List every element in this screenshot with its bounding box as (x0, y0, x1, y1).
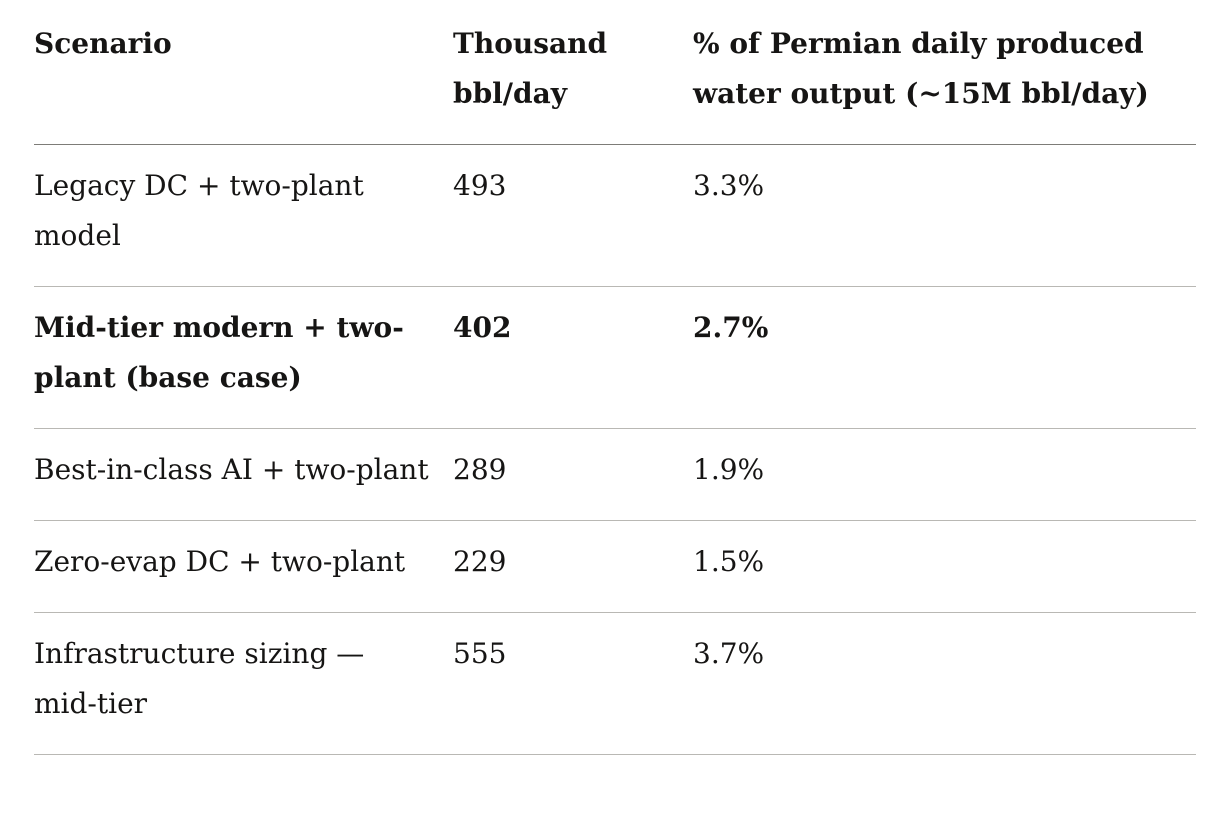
scenario-cell: Infrastructure sizing — mid-tier (34, 612, 453, 755)
pct-permian-water-cell: 3.7% (693, 612, 1196, 755)
thousand-bbl-day-cell: 289 (453, 428, 693, 521)
scenario-cell: Mid-tier modern + two-plant (base case) (34, 286, 453, 429)
pct-permian-water-cell: 2.7% (693, 286, 1196, 429)
page: Scenario Thousand bbl/day % of Permian d… (0, 19, 1216, 832)
scenarios-table: Scenario Thousand bbl/day % of Permian d… (34, 19, 1196, 755)
pct-permian-water-cell: 1.9% (693, 428, 1196, 521)
table-row: Best-in-class AI + two-plant 289 1.9% (34, 428, 1196, 521)
thousand-bbl-day-cell: 555 (453, 612, 693, 755)
table-body: Legacy DC + two-plant model 493 3.3% Mid… (34, 144, 1196, 755)
thousand-bbl-day-cell: 493 (453, 144, 693, 287)
table-row: Mid-tier modern + two-plant (base case) … (34, 286, 1196, 429)
scenario-cell: Zero-evap DC + two-plant (34, 520, 453, 613)
table-row: Infrastructure sizing — mid-tier 555 3.7… (34, 612, 1196, 755)
scenario-cell: Best-in-class AI + two-plant (34, 428, 453, 521)
table-row: Legacy DC + two-plant model 493 3.3% (34, 144, 1196, 287)
column-header-scenario: Scenario (34, 19, 453, 145)
scenario-cell: Legacy DC + two-plant model (34, 144, 453, 287)
column-header-thousand-bbl-day: Thousand bbl/day (453, 19, 693, 145)
thousand-bbl-day-cell: 229 (453, 520, 693, 613)
table-row: Zero-evap DC + two-plant 229 1.5% (34, 520, 1196, 613)
pct-permian-water-cell: 3.3% (693, 144, 1196, 287)
header-row: Scenario Thousand bbl/day % of Permian d… (34, 19, 1196, 145)
column-header-pct-permian-water: % of Permian daily produced water output… (693, 19, 1196, 145)
pct-permian-water-cell: 1.5% (693, 520, 1196, 613)
table-header: Scenario Thousand bbl/day % of Permian d… (34, 19, 1196, 145)
thousand-bbl-day-cell: 402 (453, 286, 693, 429)
